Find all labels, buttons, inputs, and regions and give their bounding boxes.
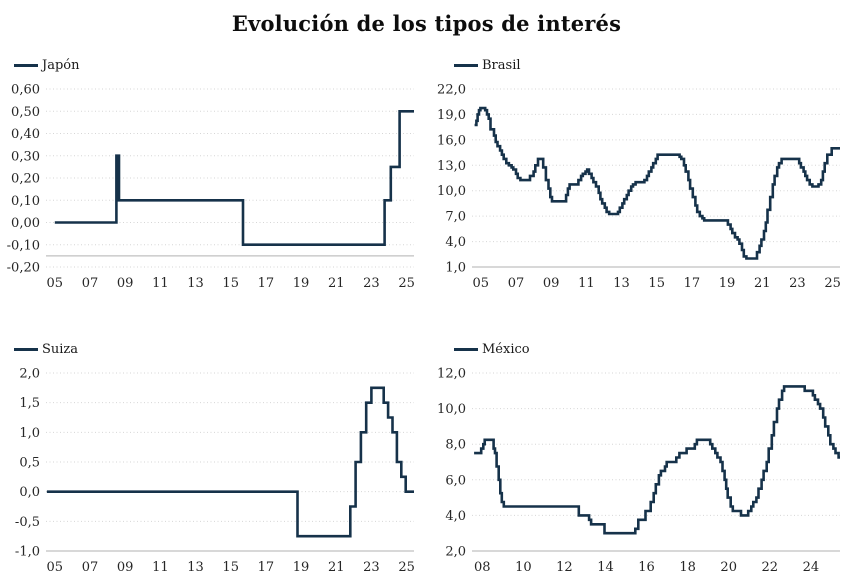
y-tick-label: 10,0 (437, 402, 466, 417)
y-tick-label: 0,30 (11, 149, 40, 164)
x-tick-label: 21 (328, 276, 345, 291)
panel-brasil: Brasil 22,0 19,0 16,0 13,0 10,0 7,0 4,0 1,0 05 07… (426, 57, 852, 293)
x-tick-label: 25 (398, 276, 415, 291)
y-tick-label: 0,5 (19, 456, 40, 471)
y-tick-label: -0,5 (15, 515, 40, 530)
legend-japon: Japón (14, 57, 426, 73)
x-tick-label: 17 (258, 276, 275, 291)
y-tick-label: 8,0 (445, 438, 466, 453)
x-tick-label: 19 (293, 560, 310, 575)
chart-japon: 0,60 0,50 0,40 0,30 0,20 0,10 0,00 -0,10 -0,20 05… (7, 83, 415, 292)
y-tick-label: 13,0 (437, 159, 466, 174)
x-tick-label: 13 (187, 560, 204, 575)
y-tick-label: 1,0 (19, 426, 40, 441)
x-tick-label: 09 (117, 560, 134, 575)
y-tick-label: 4,0 (445, 509, 466, 524)
panel-mexico: México 12,0 10,0 8,0 6,0 4,0 2,0 08 10 12 14 16 18 2… (426, 341, 852, 577)
y-tick-label: 0,50 (11, 105, 40, 120)
x-tick-label: 15 (222, 276, 239, 291)
x-tick-label: 15 (222, 560, 239, 575)
chart-suiza: 2,0 1,5 1,0 0,5 0,0 -0,5 -1,0 05 07 09 11 13 15 17 19 2… (15, 367, 415, 576)
x-tick-label: 11 (152, 560, 169, 575)
x-tick-label: 21 (328, 560, 345, 575)
x-tick-label: 17 (258, 560, 275, 575)
x-tick-label: 25 (824, 276, 841, 291)
y-tick-label: 0,00 (11, 216, 40, 231)
panel-suiza: Suiza 2,0 1,5 1,0 0,5 0,0 -0,5 -1,0 05 07 09 11 13 1… (0, 341, 426, 577)
x-tick-label: 09 (117, 276, 134, 291)
y-tick-label: 0,0 (19, 485, 40, 500)
y-tick-label: 1,0 (445, 261, 466, 276)
y-tick-label: 16,0 (437, 133, 466, 148)
x-tick-label: 20 (720, 560, 737, 575)
y-tick-label: -0,10 (7, 238, 40, 253)
y-tick-label: 12,0 (437, 367, 466, 382)
y-tick-label: -0,20 (7, 261, 40, 276)
y-tick-label: 10,0 (437, 184, 466, 199)
x-tick-label: 22 (761, 560, 778, 575)
x-tick-label: 23 (789, 276, 806, 291)
x-tick-label: 13 (613, 276, 630, 291)
x-tick-label: 12 (556, 560, 573, 575)
y-tick-label: 6,0 (445, 473, 466, 488)
x-tick-label: 10 (515, 560, 532, 575)
x-tick-label: 17 (684, 276, 701, 291)
legend-line-swatch (14, 63, 38, 67)
y-tick-label: 0,60 (11, 83, 40, 98)
y-tick-label: 1,5 (19, 396, 40, 411)
x-tick-label: 07 (508, 276, 525, 291)
legend-line-swatch (14, 347, 38, 351)
legend-label-mexico: México (482, 341, 530, 357)
y-tick-label: 22,0 (437, 83, 466, 98)
chart-mexico: 12,0 10,0 8,0 6,0 4,0 2,0 08 10 12 14 16 18 20 22 24 (437, 367, 840, 575)
y-tick-label: 2,0 (445, 545, 466, 560)
x-tick-label: 21 (754, 276, 771, 291)
x-tick-label: 16 (638, 560, 655, 575)
x-tick-label: 24 (803, 560, 820, 575)
x-tick-label: 14 (597, 560, 614, 575)
series-line-méxico (474, 385, 840, 535)
legend-mexico: México (454, 341, 852, 357)
series-line-japón (54, 110, 414, 246)
y-tick-label: 0,40 (11, 127, 40, 142)
x-tick-label: 23 (363, 560, 380, 575)
legend-label-brasil: Brasil (482, 57, 521, 73)
y-tick-label: 4,0 (445, 235, 466, 250)
page-title: Evolución de los tipos de interés (231, 11, 622, 36)
legend-line-swatch (454, 63, 478, 67)
x-tick-label: 05 (47, 276, 64, 291)
x-tick-label: 07 (82, 560, 99, 575)
legend-label-suiza: Suiza (42, 341, 79, 357)
x-tick-label: 18 (679, 560, 696, 575)
y-tick-label: 19,0 (437, 108, 466, 123)
x-tick-label: 25 (398, 560, 415, 575)
x-tick-label: 15 (648, 276, 665, 291)
x-tick-label: 11 (152, 276, 169, 291)
y-tick-label: 2,0 (19, 367, 40, 382)
x-tick-label: 19 (293, 276, 310, 291)
x-tick-label: 08 (474, 560, 491, 575)
x-tick-label: 05 (47, 560, 64, 575)
charts-grid: Japón 0,60 0,50 0,40 0,30 0,20 0,10 0,00 -0,10 -… (0, 57, 853, 577)
x-tick-label: 05 (473, 276, 490, 291)
legend-brasil: Brasil (454, 57, 852, 73)
y-tick-label: -1,0 (15, 545, 40, 560)
x-tick-label: 23 (363, 276, 380, 291)
chart-brasil: 22,0 19,0 16,0 13,0 10,0 7,0 4,0 1,0 05 07 09 11 13 1… (437, 83, 841, 292)
x-tick-label: 07 (82, 276, 99, 291)
x-tick-label: 13 (187, 276, 204, 291)
panel-japon: Japón 0,60 0,50 0,40 0,30 0,20 0,10 0,00 -0,10 -… (0, 57, 426, 293)
legend-suiza: Suiza (14, 341, 426, 357)
x-tick-label: 19 (719, 276, 736, 291)
y-tick-label: 0,10 (11, 194, 40, 209)
series-line-brasil (474, 106, 840, 260)
legend-label-japon: Japón (42, 57, 80, 73)
x-tick-label: 09 (543, 276, 560, 291)
y-tick-label: 7,0 (445, 210, 466, 225)
legend-line-swatch (454, 347, 478, 351)
y-tick-label: 0,20 (11, 172, 40, 187)
series-line-suiza (46, 386, 414, 538)
x-tick-label: 11 (578, 276, 595, 291)
